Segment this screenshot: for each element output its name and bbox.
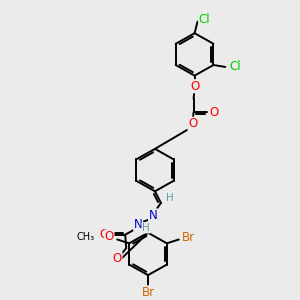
Text: O: O [105, 230, 114, 243]
Text: Cl: Cl [199, 13, 210, 26]
Text: Cl: Cl [230, 60, 241, 74]
Text: O: O [188, 117, 197, 130]
Text: O: O [210, 106, 219, 119]
Text: O: O [190, 80, 199, 93]
Text: N: N [148, 209, 157, 222]
Text: O: O [113, 252, 122, 265]
Text: N: N [134, 218, 142, 231]
Text: Br: Br [182, 231, 195, 244]
Text: Br: Br [142, 286, 154, 299]
Text: O: O [100, 228, 109, 241]
Text: H: H [166, 193, 174, 203]
Text: H: H [142, 223, 150, 233]
Text: CH₃: CH₃ [76, 232, 94, 242]
